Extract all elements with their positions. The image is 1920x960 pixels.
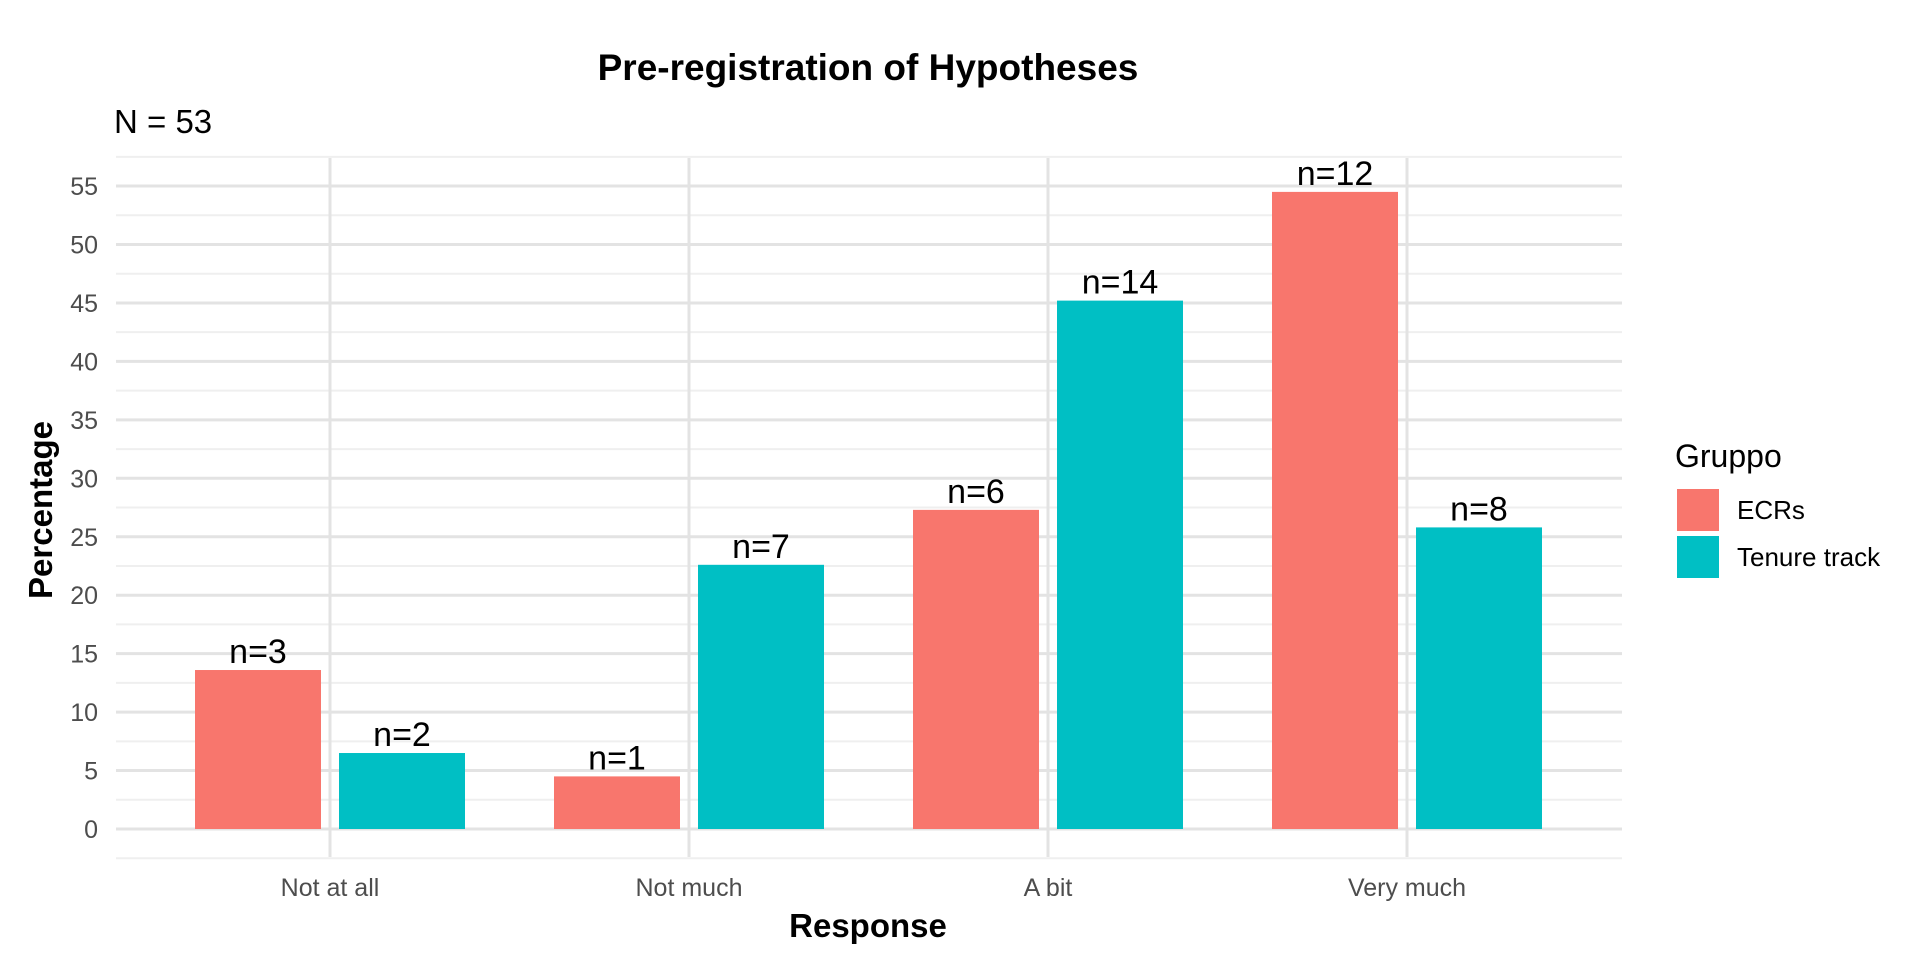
bar-labels: n=3 n=1 n=6 n=12 n=2 n=7 n=14 n=8 [229, 155, 1508, 778]
y-tick-label: 50 [70, 232, 98, 260]
y-tick-label: 10 [70, 699, 98, 727]
chart-subtitle: N = 53 [114, 103, 212, 140]
bar-data-label: n=2 [373, 716, 431, 754]
y-tick-label: 20 [70, 582, 98, 610]
y-axis-ticks: 0 5 10 15 20 25 30 35 40 45 50 55 [70, 173, 98, 844]
legend-key [1677, 489, 1719, 531]
y-tick-label: 0 [84, 816, 98, 844]
bar-data-label: n=6 [947, 473, 1005, 511]
bar [195, 670, 321, 829]
bar [1272, 191, 1398, 829]
x-tick-label: Not at all [281, 874, 380, 902]
y-tick-label: 40 [70, 348, 98, 376]
x-tick-label: Not much [636, 874, 743, 902]
y-axis-title: Percentage [22, 421, 59, 599]
y-tick-label: 35 [70, 407, 98, 435]
bar-data-label: n=14 [1082, 264, 1159, 302]
y-tick-label: 15 [70, 641, 98, 669]
y-tick-label: 25 [70, 524, 98, 552]
x-tick-label: Very much [1348, 874, 1466, 902]
legend-label: ECRs [1737, 495, 1805, 525]
bar-data-label: n=1 [588, 739, 646, 777]
bar-data-label: n=7 [732, 528, 790, 566]
y-tick-label: 5 [84, 758, 98, 786]
bars [195, 191, 1542, 829]
bar-data-label: n=8 [1450, 490, 1508, 528]
y-tick-label: 45 [70, 290, 98, 318]
bar [1057, 300, 1183, 829]
bar [339, 753, 465, 829]
x-axis-ticks: Not at all Not much A bit Very much [281, 874, 1466, 902]
bar-data-label: n=3 [229, 633, 287, 671]
legend-key [1677, 536, 1719, 578]
bar [554, 776, 680, 829]
bar [913, 509, 1039, 829]
y-tick-label: 55 [70, 173, 98, 201]
bar [1416, 527, 1542, 829]
legend-title: Gruppo [1675, 438, 1782, 474]
bar-data-label: n=12 [1297, 155, 1374, 193]
legend: Gruppo ECRs Tenure track [1675, 438, 1881, 578]
legend-label: Tenure track [1737, 542, 1881, 572]
bar [698, 564, 824, 829]
chart-title: Pre-registration of Hypotheses [598, 47, 1139, 88]
y-tick-label: 30 [70, 465, 98, 493]
x-tick-label: A bit [1024, 874, 1073, 902]
x-axis-title: Response [789, 907, 947, 944]
